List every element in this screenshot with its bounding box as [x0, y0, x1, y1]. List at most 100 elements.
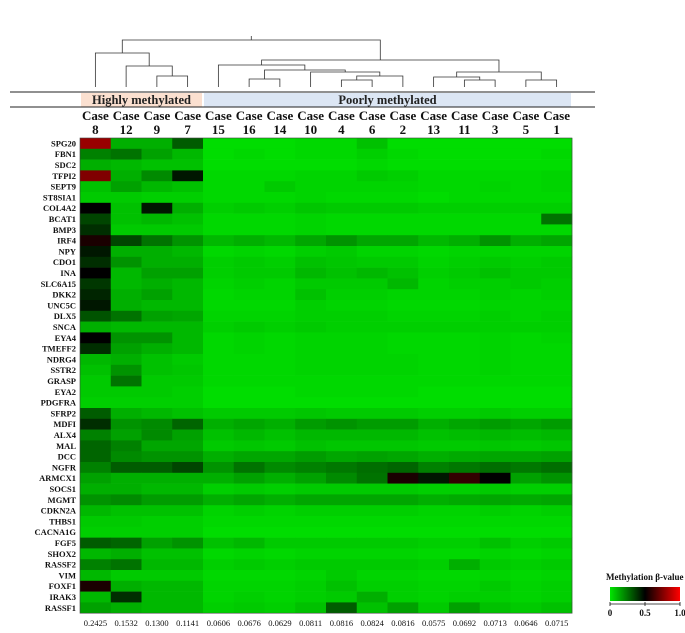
heatmap-cell	[295, 580, 327, 592]
heatmap-cell	[387, 148, 419, 160]
column-header-case: Case	[543, 108, 570, 123]
heatmap-cell	[387, 451, 419, 463]
dendro-link	[456, 71, 542, 80]
dendro-link	[121, 39, 381, 60]
heatmap-cell	[418, 591, 450, 603]
heatmap-cell	[172, 343, 204, 355]
gene-label: CDKN2A	[41, 506, 77, 516]
heatmap-cell	[172, 505, 204, 517]
heatmap-cell	[80, 181, 112, 193]
heatmap-cell	[264, 548, 296, 560]
heatmap-cell	[172, 602, 204, 614]
heatmap-cell	[172, 224, 204, 236]
heatmap-cell	[233, 192, 265, 204]
heatmap-cell	[387, 256, 419, 268]
heatmap-cell	[541, 267, 573, 279]
heatmap-cell	[233, 278, 265, 290]
heatmap-cell	[418, 343, 450, 355]
heatmap-cell	[110, 289, 142, 301]
heatmap-cell	[264, 494, 296, 506]
heatmap-cell	[326, 418, 358, 430]
heatmap-cell	[203, 440, 235, 452]
heatmap-cell	[264, 310, 296, 322]
heatmap-cell	[479, 408, 511, 420]
heatmap-cell	[233, 516, 265, 528]
heatmap-cell	[233, 580, 265, 592]
heatmap-cell	[418, 602, 450, 614]
heatmap-cell	[264, 364, 296, 376]
heatmap-cell	[110, 181, 142, 193]
column-mean: 0.1532	[114, 618, 137, 628]
heatmap-cell	[326, 224, 358, 236]
heatmap-cell	[141, 516, 173, 528]
heatmap-cell	[172, 148, 204, 160]
heatmap-cell	[141, 354, 173, 366]
heatmap-cell	[80, 332, 112, 344]
heatmap-cell	[110, 602, 142, 614]
heatmap-cell	[203, 602, 235, 614]
heatmap-cell	[326, 559, 358, 571]
heatmap-cell	[418, 451, 450, 463]
heatmap-cell	[326, 202, 358, 214]
column-header-number: 16	[243, 122, 257, 137]
gene-label: SHOX2	[48, 549, 76, 559]
heatmap-cell	[449, 354, 481, 366]
heatmap-cell	[264, 354, 296, 366]
heatmap-cell	[203, 224, 235, 236]
column-header-number: 4	[338, 122, 345, 137]
gene-label: FBN1	[55, 149, 76, 159]
heatmap-cell	[541, 289, 573, 301]
heatmap-cell	[80, 267, 112, 279]
heatmap-cell	[203, 516, 235, 528]
heatmap-cell	[387, 332, 419, 344]
heatmap-cell	[203, 170, 235, 182]
heatmap-cell	[541, 570, 573, 582]
heatmap-cell	[264, 602, 296, 614]
heatmap-cell	[387, 321, 419, 333]
heatmap-cell	[80, 559, 112, 571]
heatmap-cell	[479, 537, 511, 549]
gene-label: MGMT	[48, 495, 77, 505]
gene-label: ARMCX1	[39, 473, 76, 483]
heatmap-cell	[356, 559, 388, 571]
heatmap-cell	[172, 526, 204, 538]
heatmap-cell	[510, 332, 542, 344]
heatmap-cell	[172, 181, 204, 193]
heatmap-cell	[510, 472, 542, 484]
column-header-case: Case	[82, 108, 109, 123]
heatmap-cell	[326, 451, 358, 463]
heatmap-cell	[295, 408, 327, 420]
gene-label: FGF5	[55, 538, 76, 548]
heatmap-cell	[80, 354, 112, 366]
heatmap-cell	[141, 170, 173, 182]
heatmap-cell	[387, 570, 419, 582]
heatmap-cell	[449, 570, 481, 582]
column-header-case: Case	[328, 108, 355, 123]
gene-label: IRAK3	[50, 592, 76, 602]
column-header-number: 5	[523, 122, 530, 137]
heatmap-cell	[449, 386, 481, 398]
heatmap-cell	[80, 321, 112, 333]
heatmap-cell	[264, 289, 296, 301]
heatmap-cell	[356, 548, 388, 560]
heatmap-cell	[356, 537, 388, 549]
heatmap-cell	[449, 559, 481, 571]
heatmap-cell	[141, 505, 173, 517]
heatmap-cell	[541, 170, 573, 182]
column-header-case: Case	[359, 108, 386, 123]
heatmap-cell	[110, 321, 142, 333]
heatmap-cell	[295, 397, 327, 409]
heatmap-cell	[449, 418, 481, 430]
heatmap-cell	[387, 548, 419, 560]
heatmap-cell	[264, 202, 296, 214]
heatmap-cell	[203, 451, 235, 463]
heatmap-cell	[203, 148, 235, 160]
heatmap-cell	[541, 213, 573, 225]
heatmap-cell	[172, 408, 204, 420]
heatmap-cell	[510, 516, 542, 528]
heatmap-cell	[141, 397, 173, 409]
heatmap-cell	[110, 170, 142, 182]
heatmap-cell	[387, 418, 419, 430]
heatmap-cell	[264, 462, 296, 474]
heatmap-cell	[449, 472, 481, 484]
